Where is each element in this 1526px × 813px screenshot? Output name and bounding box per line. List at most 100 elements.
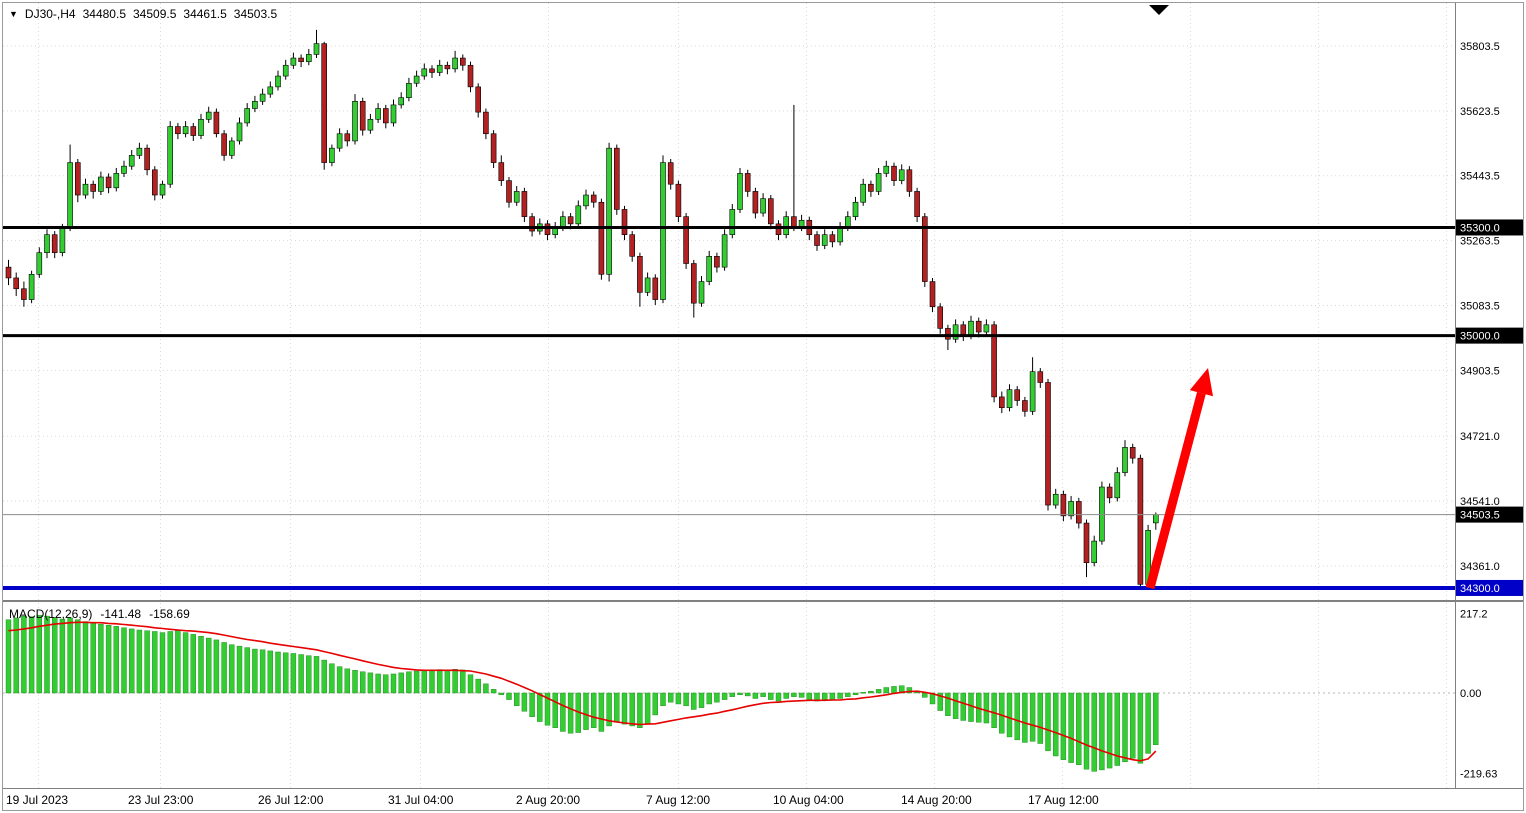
scroll-to-end-marker-icon[interactable] <box>1149 5 1169 15</box>
macd-bar <box>606 692 612 727</box>
candle-body <box>236 122 243 142</box>
candle-body <box>321 43 328 163</box>
candle-body <box>75 162 81 196</box>
macd-bar <box>1083 692 1090 770</box>
macd-bar <box>167 631 173 694</box>
macd-bar <box>90 622 96 694</box>
candle-body <box>675 183 682 217</box>
candle-body <box>221 133 227 156</box>
macd-bar <box>875 689 882 694</box>
candle-body <box>452 57 458 70</box>
symbol-dropdown-icon[interactable]: ▼ <box>9 9 18 19</box>
macd-histogram <box>5 615 1159 772</box>
candle-body <box>152 169 158 196</box>
macd-bar <box>75 619 81 694</box>
candle-body <box>59 227 66 254</box>
macd-bar <box>760 692 766 697</box>
candle-body <box>721 234 728 268</box>
macd-bar <box>806 692 812 700</box>
trend-arrow-annotation[interactable] <box>1145 368 1213 590</box>
candle-body <box>1083 522 1090 564</box>
candle-body <box>329 147 335 163</box>
candle-body <box>498 162 505 181</box>
macd-bar <box>583 692 589 730</box>
candle-body <box>205 111 212 120</box>
price-tag <box>1456 327 1524 344</box>
macd-bar <box>267 650 273 694</box>
candle-body <box>1022 400 1028 412</box>
candle-body <box>121 165 127 174</box>
price-axis-label: 35083.5 <box>1460 301 1500 313</box>
macd-bar <box>1045 692 1051 752</box>
macd-bar <box>52 617 58 694</box>
macd-bar <box>475 678 481 694</box>
time-axis-label: 10 Aug 04:00 <box>773 793 844 807</box>
macd-bar <box>290 653 297 694</box>
candle-body <box>1068 501 1074 517</box>
macd-bar <box>1114 692 1121 766</box>
candle-body <box>459 57 466 66</box>
candle-body <box>744 173 751 192</box>
candle-body <box>252 100 258 109</box>
macd-bar <box>406 671 412 694</box>
candle-body <box>968 320 974 336</box>
candle-body <box>775 223 782 235</box>
macd-bar <box>252 648 258 694</box>
candle-body <box>198 119 204 136</box>
macd-bar <box>144 630 150 694</box>
macd-bar <box>983 692 990 724</box>
time-axis[interactable]: 19 Jul 2023 23 Jul 23:00 26 Jul 12:00 31 Ju… <box>0 789 1526 813</box>
macd-bar <box>791 692 797 697</box>
macd-axis-label: 0.00 <box>1460 688 1481 700</box>
candle-body <box>937 306 944 329</box>
candle-body <box>229 140 235 156</box>
candle-body <box>752 191 759 214</box>
price-axis-label: 34903.5 <box>1460 365 1500 377</box>
candle-body <box>829 234 836 243</box>
candle-body <box>483 111 489 135</box>
trend-arrow-head[interactable] <box>1189 368 1213 397</box>
macd-bar <box>360 671 366 694</box>
candle-body <box>313 43 320 55</box>
macd-bar <box>244 647 250 694</box>
candle-body <box>991 324 997 398</box>
price-axis-label: 35263.5 <box>1460 236 1500 248</box>
ohlc-high-value: 34509.5 <box>133 7 177 21</box>
trend-arrow-shaft[interactable] <box>1145 391 1206 590</box>
time-axis-label: 7 Aug 12:00 <box>646 793 711 807</box>
candle-body <box>683 216 689 264</box>
candle-body <box>113 173 120 189</box>
candle-body <box>529 216 535 232</box>
macd-bar <box>67 617 73 694</box>
macd-bar <box>490 689 497 694</box>
macd-bar <box>937 692 943 711</box>
candle-body <box>644 277 651 293</box>
candle-body <box>767 198 774 225</box>
macd-indicator-label: MACD(12,26,9) -141.48 -158.69 <box>9 607 190 621</box>
macd-axis-label: 217.2 <box>1460 608 1488 620</box>
candle-body <box>852 201 859 217</box>
macd-bar <box>13 617 19 694</box>
macd-bar <box>1052 692 1059 757</box>
candle-body <box>367 119 374 131</box>
candle-body <box>898 169 905 181</box>
macd-bar <box>383 674 389 694</box>
macd-bar <box>1022 692 1028 743</box>
macd-bar <box>537 692 543 722</box>
macd-bar <box>306 655 312 694</box>
candle-body <box>490 133 497 163</box>
price-tag-label: 34300.0 <box>1460 583 1500 595</box>
candle-body <box>259 93 266 102</box>
candle-body <box>560 216 566 228</box>
macd-bar <box>868 690 874 694</box>
price-tag <box>1456 219 1524 236</box>
macd-bar <box>1068 692 1074 763</box>
macd-bar <box>121 627 127 694</box>
candle-body <box>929 281 936 308</box>
macd-bar <box>28 616 35 694</box>
candle-body <box>98 176 104 192</box>
macd-bar <box>375 673 381 694</box>
macd-bar <box>329 663 335 694</box>
